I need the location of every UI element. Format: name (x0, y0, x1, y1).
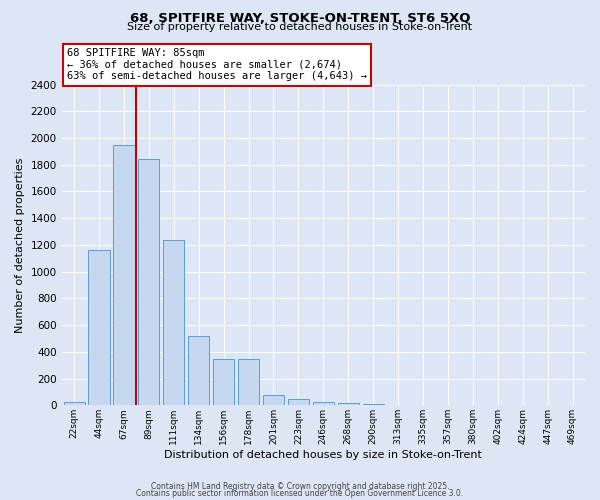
Bar (188, 336, 209, 406)
Bar (64, 402, 85, 406)
Bar (388, 404, 409, 406)
Text: 68 SPITFIRE WAY: 85sqm
← 36% of detached houses are smaller (2,674)
63% of semi-: 68 SPITFIRE WAY: 85sqm ← 36% of detached… (67, 48, 367, 82)
Text: Size of property relative to detached houses in Stoke-on-Trent: Size of property relative to detached ho… (127, 22, 473, 32)
Bar (238, 358, 259, 406)
Bar (163, 240, 184, 406)
Bar (213, 358, 234, 406)
Bar (338, 402, 359, 406)
X-axis label: Distribution of detached houses by size in Stoke-on-Trent: Distribution of detached houses by size … (164, 450, 482, 460)
Bar (88, 250, 110, 406)
Text: Contains public sector information licensed under the Open Government Licence 3.: Contains public sector information licen… (136, 490, 464, 498)
Bar (362, 404, 384, 406)
Y-axis label: Number of detached properties: Number of detached properties (15, 157, 25, 332)
Bar (288, 398, 309, 406)
Text: Contains HM Land Registry data © Crown copyright and database right 2025.: Contains HM Land Registry data © Crown c… (151, 482, 449, 491)
Bar (313, 402, 334, 406)
Text: 68, SPITFIRE WAY, STOKE-ON-TRENT, ST6 5XQ: 68, SPITFIRE WAY, STOKE-ON-TRENT, ST6 5X… (130, 12, 470, 26)
Bar (263, 394, 284, 406)
Bar (138, 160, 160, 406)
Bar (113, 144, 134, 406)
